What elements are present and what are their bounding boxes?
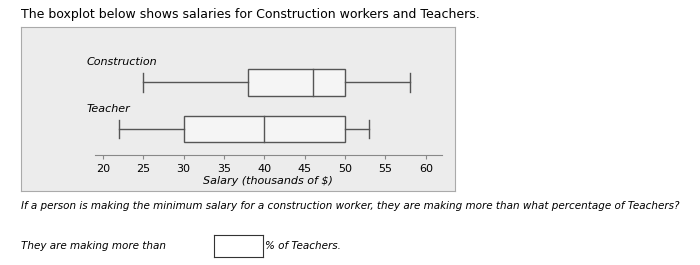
X-axis label: Salary (thousands of $): Salary (thousands of $) — [204, 176, 333, 187]
Text: They are making more than: They are making more than — [21, 241, 166, 251]
Bar — [248, 69, 345, 96]
Text: If a person is making the minimum salary for a construction worker, they are mak: If a person is making the minimum salary… — [21, 201, 680, 211]
Bar — [183, 116, 345, 142]
Text: % of Teachers.: % of Teachers. — [265, 241, 340, 251]
Text: Teacher: Teacher — [87, 104, 130, 114]
Text: Construction: Construction — [87, 57, 158, 67]
Text: The boxplot below shows salaries for Construction workers and Teachers.: The boxplot below shows salaries for Con… — [21, 8, 480, 21]
